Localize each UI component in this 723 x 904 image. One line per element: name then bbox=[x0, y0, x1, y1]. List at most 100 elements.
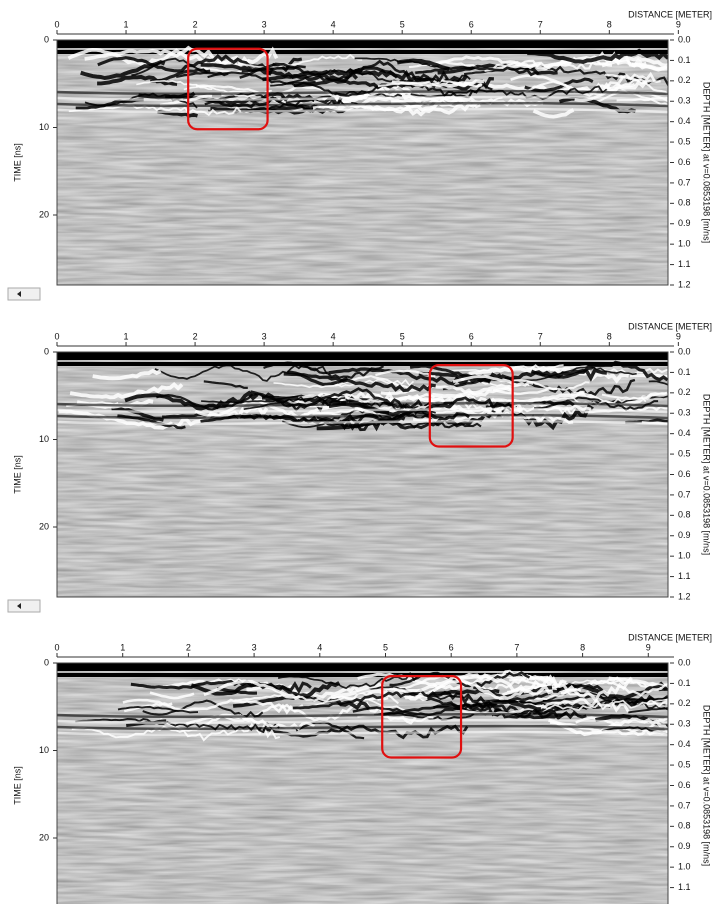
frame bbox=[56, 39, 669, 286]
reflection bbox=[530, 360, 668, 382]
reflection bbox=[263, 361, 385, 380]
reflection bbox=[92, 368, 162, 381]
layer bbox=[57, 730, 668, 737]
y2-axis-label: DEPTH [METER] at v=0.0853198 [m/ns] bbox=[702, 82, 712, 243]
reflection bbox=[80, 59, 166, 81]
radargram-image bbox=[57, 352, 668, 597]
x-tick-label: 1 bbox=[124, 331, 129, 341]
reflection bbox=[186, 713, 316, 731]
radargram-panel: DISTANCE [METER] 0 1 2 3 4 5 6 7 8 9 0 10 20 TIME [ns]… bbox=[7, 321, 712, 613]
x-tick-label: 4 bbox=[331, 331, 336, 341]
x-tick-label: 3 bbox=[252, 642, 257, 652]
reflection bbox=[390, 96, 544, 108]
y2-axis-label: DEPTH [METER] at v=0.0853198 [m/ns] bbox=[702, 705, 712, 866]
scroll-arrow bbox=[17, 603, 21, 609]
reflection bbox=[452, 375, 534, 387]
reflection bbox=[267, 82, 413, 101]
y2-tick-label: 0.4 bbox=[678, 428, 691, 438]
x-tick-label: 7 bbox=[538, 19, 543, 29]
y2-tick-label: 0.2 bbox=[678, 698, 691, 708]
reflection bbox=[330, 688, 428, 702]
reflection bbox=[380, 384, 514, 398]
reflections bbox=[57, 352, 668, 432]
reflection bbox=[176, 71, 229, 78]
y2-tick-label: 1.2 bbox=[678, 902, 691, 904]
reflection bbox=[117, 705, 199, 714]
reflection bbox=[442, 377, 636, 397]
reflection bbox=[410, 85, 608, 100]
reflection bbox=[631, 62, 668, 71]
y-tick-label: 10 bbox=[39, 122, 49, 132]
y2-tick-label: 1.2 bbox=[678, 591, 691, 601]
scrollbar[interactable] bbox=[7, 287, 41, 301]
y2-tick-label: 0.6 bbox=[678, 780, 691, 790]
y2-tick-label: 0.0 bbox=[678, 657, 691, 667]
x-tick-label: 8 bbox=[607, 19, 612, 29]
y2-tick-label: 0.9 bbox=[678, 841, 691, 851]
layer bbox=[57, 724, 668, 731]
reflection bbox=[328, 367, 502, 386]
reflection bbox=[75, 717, 280, 734]
y-tick-label: 10 bbox=[39, 745, 49, 755]
highlight-box bbox=[187, 47, 269, 131]
y2-tick-label: 0.0 bbox=[678, 34, 691, 44]
reflection bbox=[628, 706, 668, 714]
y2-tick-label: 0.3 bbox=[678, 96, 691, 106]
frame bbox=[56, 662, 669, 904]
reflection bbox=[510, 71, 656, 93]
y2-tick-label: 0.2 bbox=[678, 75, 691, 85]
frame bbox=[56, 351, 669, 598]
reflection bbox=[201, 395, 346, 404]
y2-tick-label: 0.9 bbox=[678, 218, 691, 228]
reflection bbox=[431, 384, 513, 399]
x-tick-label: 3 bbox=[262, 19, 267, 29]
reflection bbox=[203, 380, 248, 390]
reflection bbox=[377, 79, 483, 88]
x-tick-label: 8 bbox=[607, 331, 612, 341]
reflection bbox=[601, 55, 668, 68]
reflection bbox=[298, 393, 436, 403]
y2-tick-label: 0.3 bbox=[678, 408, 691, 418]
highlight-box bbox=[428, 364, 514, 448]
y2-tick-label: 0.8 bbox=[678, 510, 691, 520]
layer bbox=[57, 95, 668, 102]
x-tick-label: 5 bbox=[400, 19, 405, 29]
x-tick-label: 9 bbox=[646, 642, 651, 652]
y2-tick-label: 0.1 bbox=[678, 678, 691, 688]
layer bbox=[57, 718, 668, 725]
x-tick-label: 2 bbox=[193, 19, 198, 29]
y2-tick-label: 1.0 bbox=[678, 862, 691, 872]
reflection bbox=[238, 53, 363, 69]
reflection bbox=[509, 396, 647, 406]
reflection bbox=[283, 372, 437, 393]
x-axis-label: DISTANCE [METER] bbox=[628, 9, 712, 19]
x-tick-label: 2 bbox=[186, 642, 191, 652]
y-tick-label: 20 bbox=[39, 832, 49, 842]
reflection bbox=[389, 670, 531, 688]
reflection bbox=[472, 699, 541, 711]
x-axis-label: DISTANCE [METER] bbox=[628, 632, 712, 642]
direct-wave bbox=[57, 673, 668, 677]
reflection bbox=[203, 679, 301, 700]
y-axis-label: TIME [ns] bbox=[12, 766, 22, 805]
layer bbox=[57, 407, 668, 414]
reflection bbox=[111, 407, 164, 422]
y-tick-label: 0 bbox=[44, 657, 49, 667]
direct-wave bbox=[57, 40, 668, 48]
layer bbox=[57, 401, 668, 408]
x-tick-label: 4 bbox=[317, 642, 322, 652]
reflection bbox=[149, 691, 195, 700]
scrollbar[interactable] bbox=[7, 599, 41, 613]
x-tick-label: 0 bbox=[54, 19, 59, 29]
reflection bbox=[472, 683, 607, 702]
highlight-box bbox=[381, 675, 463, 759]
y2-tick-label: 0.1 bbox=[678, 55, 691, 65]
radargram-panel: DISTANCE [METER] 0 1 2 3 4 5 6 7 8 9 0 10 20 TIME [ns]… bbox=[12, 632, 712, 904]
x-tick-label: 1 bbox=[124, 19, 129, 29]
y2-tick-label: 1.1 bbox=[678, 571, 691, 581]
x-tick-label: 8 bbox=[580, 642, 585, 652]
reflection bbox=[630, 373, 668, 379]
y2-tick-label: 1.2 bbox=[678, 279, 691, 289]
y-tick-label: 0 bbox=[44, 34, 49, 44]
